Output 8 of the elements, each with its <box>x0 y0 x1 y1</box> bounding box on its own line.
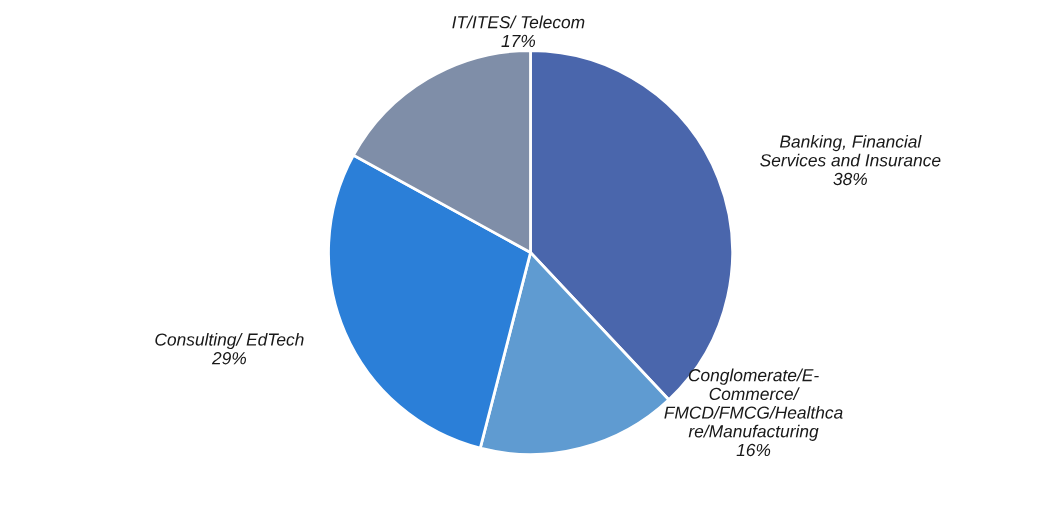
data-label: 29% <box>211 352 246 365</box>
data-label: 16% <box>736 443 771 457</box>
slice-label: Banking, Financial Services and Insurance <box>760 134 941 167</box>
slice-label: Consulting/ EdTech <box>155 332 304 350</box>
data-label: 17% <box>501 34 536 47</box>
data-label: 38% <box>833 172 867 186</box>
slice-label: Conglomerate/E- Commerce/ FMCD/FMCG/Healthca re/Manufacturing <box>664 368 843 441</box>
slice-label: IT/ITES/ Telecom <box>452 15 585 29</box>
